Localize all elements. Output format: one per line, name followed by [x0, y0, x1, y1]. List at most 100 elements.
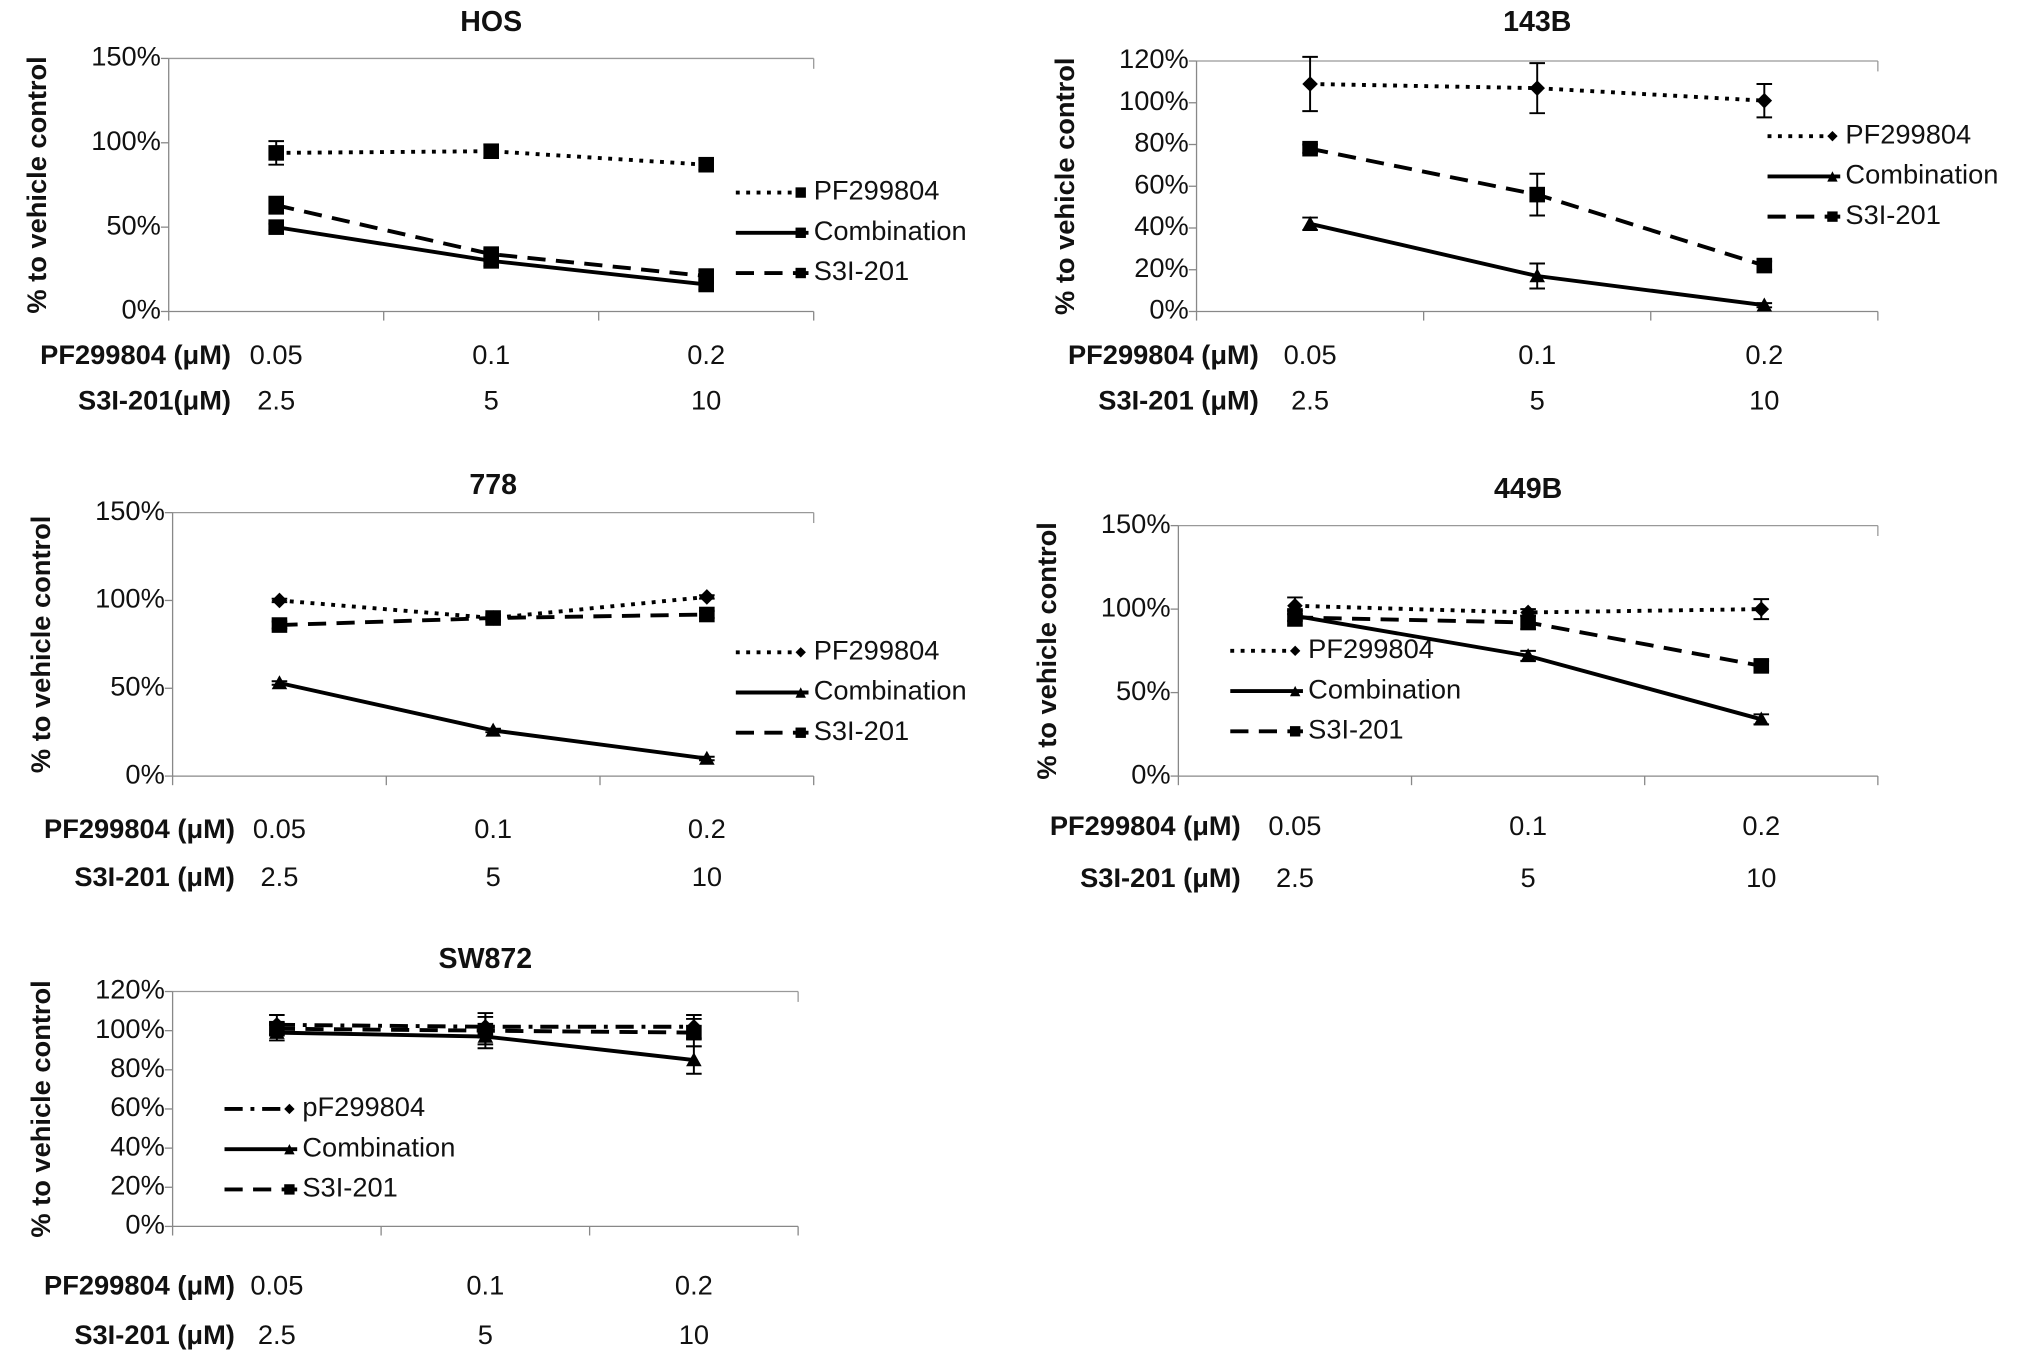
x-row-label: PF299804 (μM) [44, 1270, 235, 1301]
legend-marker [795, 187, 806, 198]
data-point [268, 145, 284, 161]
y-tick-label: 100% [91, 125, 161, 156]
y-tick-label: 100% [1101, 591, 1171, 622]
legend-marker [1827, 130, 1838, 142]
x-tick-label: 0.05 [250, 339, 303, 370]
x-tick-label: 0.05 [1284, 339, 1337, 370]
y-tick-label: 100% [1119, 85, 1189, 116]
y-tick-label: 0% [1149, 294, 1188, 325]
y-tick-label: 20% [110, 1169, 165, 1200]
data-point [1302, 76, 1318, 92]
data-point [477, 1022, 494, 1039]
data-point [698, 268, 714, 284]
x-tick-label: 5 [478, 1319, 493, 1350]
y-tick-label: 40% [110, 1130, 165, 1161]
x-tick-label: 2.5 [261, 861, 299, 892]
y-tick-label: 80% [1134, 127, 1189, 158]
y-tick-label: 150% [91, 41, 161, 72]
legend-marker [1289, 726, 1301, 737]
x-tick-label: 2.5 [1276, 862, 1314, 893]
chart-title: SW872 [439, 943, 533, 975]
data-point [269, 1020, 285, 1037]
legend-label: S3I-201 [1845, 199, 1940, 230]
legend-label: Combination [814, 675, 967, 706]
data-point [699, 750, 715, 765]
x-tick-label: 2.5 [257, 385, 295, 416]
x-row-label: S3I-201 (μM) [1080, 862, 1241, 893]
legend-label: S3I-201 [302, 1172, 397, 1203]
data-point [483, 246, 499, 262]
x-tick-label: 5 [484, 385, 499, 416]
x-tick-label: 0.1 [1518, 339, 1556, 370]
x-tick-label: 0.2 [687, 339, 725, 370]
x-tick-label: 0.1 [466, 1270, 504, 1301]
x-tick-label: 10 [1746, 862, 1776, 893]
data-point [483, 143, 499, 160]
x-tick-label: 10 [1749, 385, 1779, 416]
legend-label: PF299804 [814, 634, 940, 665]
y-tick-label: 50% [110, 670, 165, 701]
y-tick-label: 0% [1131, 758, 1170, 789]
x-tick-label: 0.2 [688, 813, 726, 844]
series-line [279, 681, 708, 761]
y-tick-label: 150% [95, 495, 165, 526]
data-point [271, 617, 288, 633]
data-point [485, 610, 501, 626]
legend-marker [795, 227, 806, 238]
legend-label: PF299804 [1845, 118, 1971, 149]
legend-label: S3I-201 [814, 715, 909, 746]
legend-marker [284, 1144, 295, 1155]
legend-marker [1827, 171, 1838, 182]
x-tick-label: 0.1 [1509, 810, 1547, 841]
data-point [1302, 216, 1318, 231]
y-tick-label: 50% [1116, 675, 1171, 706]
x-tick-label: 10 [691, 385, 721, 416]
x-row-label: S3I-201(μM) [78, 385, 231, 416]
y-tick-label: 0% [122, 294, 161, 325]
legend-marker [1289, 685, 1301, 697]
data-point [268, 219, 284, 235]
chart-title: 143B [1503, 6, 1571, 38]
data-point [1529, 80, 1545, 96]
legend-marker [795, 687, 806, 698]
data-point [268, 197, 284, 213]
chart-title: 778 [469, 469, 517, 501]
x-tick-label: 0.05 [253, 813, 306, 844]
y-tick-label: 100% [95, 583, 165, 614]
legend-label: Combination [1308, 673, 1461, 704]
legend-label: Combination [1845, 159, 1998, 190]
data-point [1756, 257, 1773, 274]
data-point [1529, 268, 1545, 283]
x-tick-label: 0.05 [1268, 810, 1321, 841]
y-axis-label: % to vehicle control [1049, 58, 1080, 315]
legend-label: S3I-201 [1308, 714, 1403, 745]
x-tick-label: 2.5 [258, 1319, 296, 1350]
legend-marker [284, 1103, 295, 1115]
legend-marker [284, 1184, 295, 1195]
x-tick-label: 0.2 [1745, 339, 1783, 370]
y-tick-label: 80% [110, 1052, 165, 1083]
y-tick-label: 120% [1119, 43, 1189, 74]
data-point [1287, 609, 1303, 626]
y-axis-label: % to vehicle control [25, 516, 56, 773]
legend-label: pF299804 [302, 1091, 425, 1122]
x-row-label: PF299804 (μM) [40, 339, 231, 370]
legend-marker [1827, 211, 1838, 222]
legend-label: PF299804 [1308, 633, 1434, 664]
chart-title: 449B [1494, 473, 1562, 505]
x-tick-label: 5 [1530, 385, 1545, 416]
data-point [1302, 140, 1318, 157]
data-point [1529, 186, 1545, 203]
y-tick-label: 0% [125, 1209, 164, 1240]
chart-title: HOS [460, 6, 522, 38]
series-line [276, 1022, 694, 1029]
x-row-label: S3I-201 (μM) [74, 1319, 235, 1350]
data-point [1753, 711, 1770, 726]
y-tick-label: 150% [1101, 508, 1171, 539]
y-tick-label: 50% [106, 209, 161, 240]
data-point [1756, 297, 1773, 312]
legend-label: Combination [302, 1131, 455, 1162]
y-axis-label: % to vehicle control [21, 56, 52, 313]
data-point [1756, 92, 1773, 109]
